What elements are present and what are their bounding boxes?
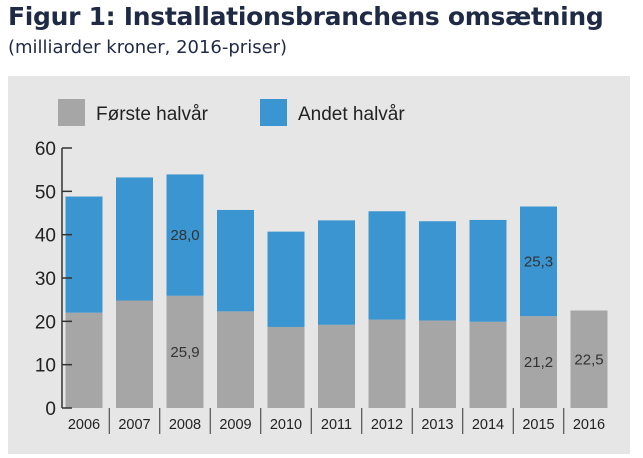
chart-title: Figur 1: Installationsbranchens omsætnin… — [8, 2, 604, 31]
chart-panel: Første halvår Andet halvår 0 10 20 30 40 50 60 … — [8, 76, 630, 454]
x-tick-label-2016: 2016 — [573, 417, 605, 433]
x-tick-label-2011: 2011 — [321, 417, 352, 433]
x-tick-label-2012: 2012 — [371, 417, 403, 433]
bar-2007-series-1 — [116, 177, 153, 301]
bar-2006-series-0 — [65, 312, 103, 408]
stacked-bar-chart: Første halvår Andet halvår 0102030405060 … — [35, 99, 608, 434]
data-label-2015-1: 25,3 — [524, 253, 553, 270]
bar-2008-series-0 — [166, 295, 204, 408]
data-labels: 28,0 25,9 25,3 21,2 22,5 — [170, 227, 603, 371]
x-tick-label-2007: 2007 — [118, 417, 150, 433]
bar-2013-series-0 — [419, 320, 456, 408]
legend-label-0: Første halvår — [96, 104, 209, 125]
x-tick-label-2006: 2006 — [68, 417, 100, 433]
bar-2013-series-1 — [419, 221, 456, 321]
bar-2015-series-0 — [520, 316, 557, 408]
y-tick-label-30: 30 — [35, 269, 56, 290]
bar-2011-series-0 — [318, 324, 355, 408]
y-tick-label-0: 0 — [45, 399, 56, 420]
bar-2007-series-0 — [116, 300, 153, 408]
bar-2011-series-1 — [318, 220, 355, 325]
legend-swatch-0 — [58, 99, 85, 126]
chart-subtitle: (milliarder kroner, 2016-priser) — [8, 37, 288, 58]
x-tick-label-2009: 2009 — [219, 417, 251, 433]
y-tick-label-10: 10 — [35, 356, 56, 377]
bar-2010-series-1 — [267, 231, 305, 327]
y-axis: 0 10 20 30 40 50 60 — [35, 139, 72, 420]
y-tick-label-40: 40 — [35, 226, 56, 247]
x-axis-labels: 2006 2007 2008 2009 2010 2011 2012 2013 2014 2015… — [68, 408, 605, 434]
bar-2006-series-1 — [65, 196, 103, 313]
bar-2015-series-1 — [520, 206, 557, 317]
y-tick-label-60: 60 — [35, 139, 56, 160]
data-label-2016-0: 22,5 — [574, 351, 603, 368]
y-tick-label-50: 50 — [35, 182, 56, 203]
legend-swatch-1 — [260, 99, 287, 126]
bar-2009-series-0 — [217, 311, 254, 408]
bar-2016-series-0 — [570, 310, 608, 408]
x-tick-label-2013: 2013 — [421, 417, 453, 433]
bar-2012-series-1 — [368, 211, 406, 320]
bar-2010-series-0 — [267, 326, 305, 408]
y-tick-label-20: 20 — [35, 312, 56, 333]
bar-2014-series-0 — [469, 321, 507, 408]
bars — [65, 174, 608, 408]
data-label-2008-0: 25,9 — [170, 344, 199, 361]
x-tick-label-2010: 2010 — [270, 417, 302, 433]
bar-2014-series-1 — [469, 219, 507, 322]
x-tick-label-2014: 2014 — [472, 417, 504, 433]
data-label-2008-1: 28,0 — [170, 227, 199, 244]
x-tick-label-2008: 2008 — [169, 417, 201, 433]
bar-2012-series-0 — [368, 319, 406, 408]
bar-2009-series-1 — [217, 209, 254, 312]
legend-label-1: Andet halvår — [298, 104, 405, 125]
x-tick-label-2015: 2015 — [522, 417, 554, 433]
legend: Første halvår Andet halvår — [58, 99, 405, 126]
bar-2008-series-1 — [166, 174, 204, 296]
data-label-2015-0: 21,2 — [524, 354, 553, 371]
